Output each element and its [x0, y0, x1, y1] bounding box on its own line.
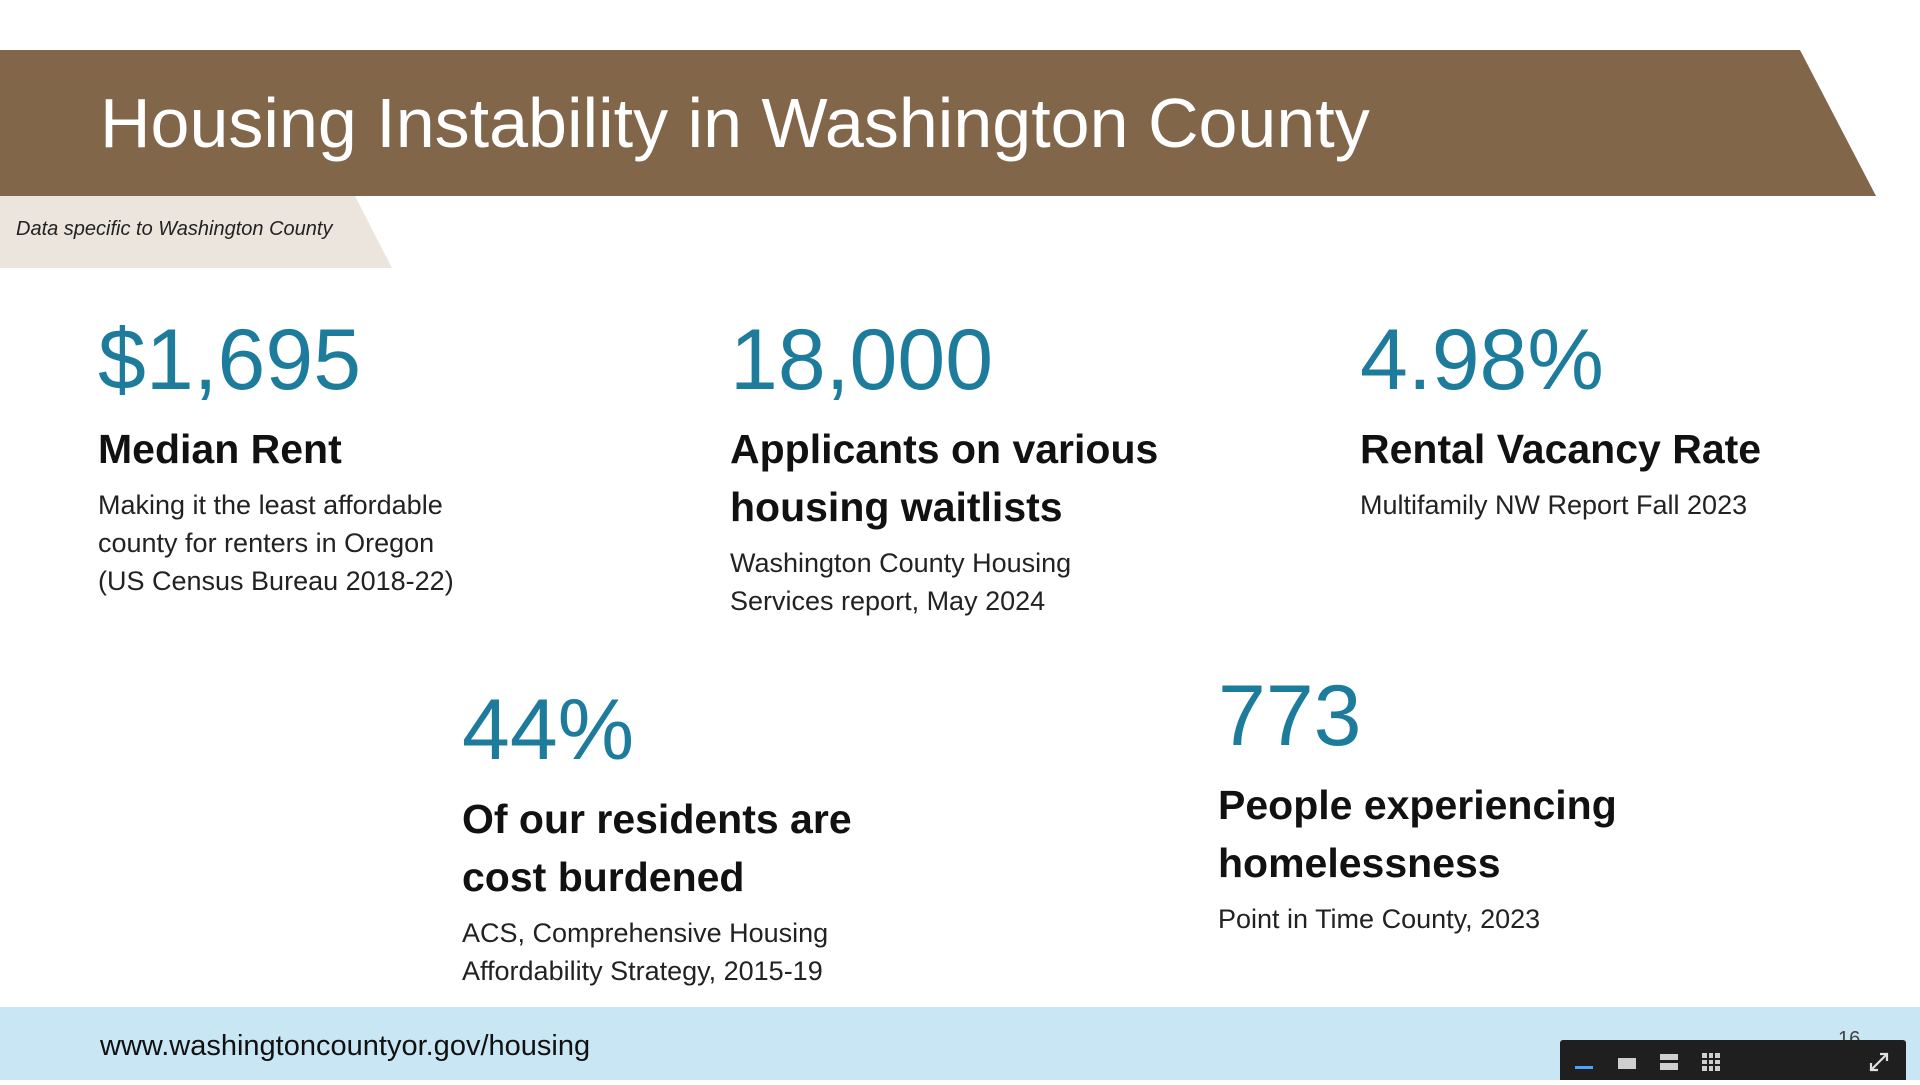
- label-line: Of our residents are: [462, 796, 852, 842]
- stat-homelessness: 773 People experiencing homelessness Poi…: [1218, 666, 1818, 938]
- desc-line: Making it the least affordable: [98, 490, 443, 520]
- stat-value: $1,695: [98, 312, 362, 408]
- stat-description: Multifamily NW Report Fall 2023: [1360, 490, 1748, 520]
- stat-label: Applicants on various housing waitlists: [730, 420, 1290, 536]
- desc-line: county for renters in Oregon: [98, 528, 435, 558]
- title-banner: [0, 50, 1876, 196]
- stat-description: Making it the least affordable county fo…: [98, 486, 658, 600]
- fullscreen-button[interactable]: [1866, 1050, 1892, 1074]
- subtitle-tag: [0, 196, 392, 268]
- stat-description: Washington County Housing Services repor…: [730, 544, 1290, 620]
- single-slide-icon: [1618, 1058, 1636, 1069]
- desc-line: (US Census Bureau 2018-22): [98, 566, 454, 596]
- subtitle-text: Data specific to Washington County: [16, 218, 333, 240]
- stat-value: 773: [1218, 668, 1362, 764]
- stat-vacancy-rate: 4.98% Rental Vacancy Rate Multifamily NW…: [1360, 310, 1900, 524]
- minimize-button[interactable]: [1572, 1050, 1598, 1074]
- viewer-toolbar: [1560, 1040, 1906, 1080]
- stat-label: Median Rent: [98, 426, 342, 472]
- desc-line: Affordability Strategy, 2015-19: [462, 956, 823, 986]
- stat-label: Of our residents are cost burdened: [462, 790, 1022, 906]
- grid-view-icon: [1702, 1053, 1720, 1071]
- label-line: cost burdened: [462, 854, 745, 900]
- slide-title: Housing Instability in Washington County: [100, 84, 1370, 162]
- desc-line: Washington County Housing: [730, 548, 1072, 578]
- list-view-button[interactable]: [1656, 1050, 1682, 1074]
- stat-median-rent: $1,695 Median Rent Making it the least a…: [98, 310, 658, 600]
- desc-line: ACS, Comprehensive Housing: [462, 918, 829, 948]
- stat-value: 44%: [462, 682, 635, 778]
- stat-applicants: 18,000 Applicants on various housing wai…: [730, 310, 1290, 620]
- fullscreen-icon: [1869, 1052, 1889, 1072]
- minimize-icon: [1575, 1066, 1593, 1069]
- footer-url[interactable]: www.washingtoncountyor.gov/housing: [100, 1030, 591, 1062]
- desc-line: Services report, May 2024: [730, 586, 1046, 616]
- stat-value: 4.98%: [1360, 312, 1604, 408]
- single-slide-button[interactable]: [1614, 1050, 1640, 1074]
- list-view-icon: [1660, 1054, 1678, 1070]
- label-line: homelessness: [1218, 840, 1501, 886]
- stat-label: People experiencing homelessness: [1218, 776, 1818, 892]
- stat-description: Point in Time County, 2023: [1218, 904, 1541, 934]
- stat-label: Rental Vacancy Rate: [1360, 426, 1762, 472]
- stat-value: 18,000: [730, 312, 994, 408]
- stat-description: ACS, Comprehensive Housing Affordability…: [462, 914, 1022, 990]
- label-line: Applicants on various: [730, 426, 1159, 472]
- grid-view-button[interactable]: [1698, 1050, 1724, 1074]
- stat-cost-burdened: 44% Of our residents are cost burdened A…: [462, 680, 1022, 990]
- label-line: housing waitlists: [730, 484, 1063, 530]
- label-line: People experiencing: [1218, 782, 1617, 828]
